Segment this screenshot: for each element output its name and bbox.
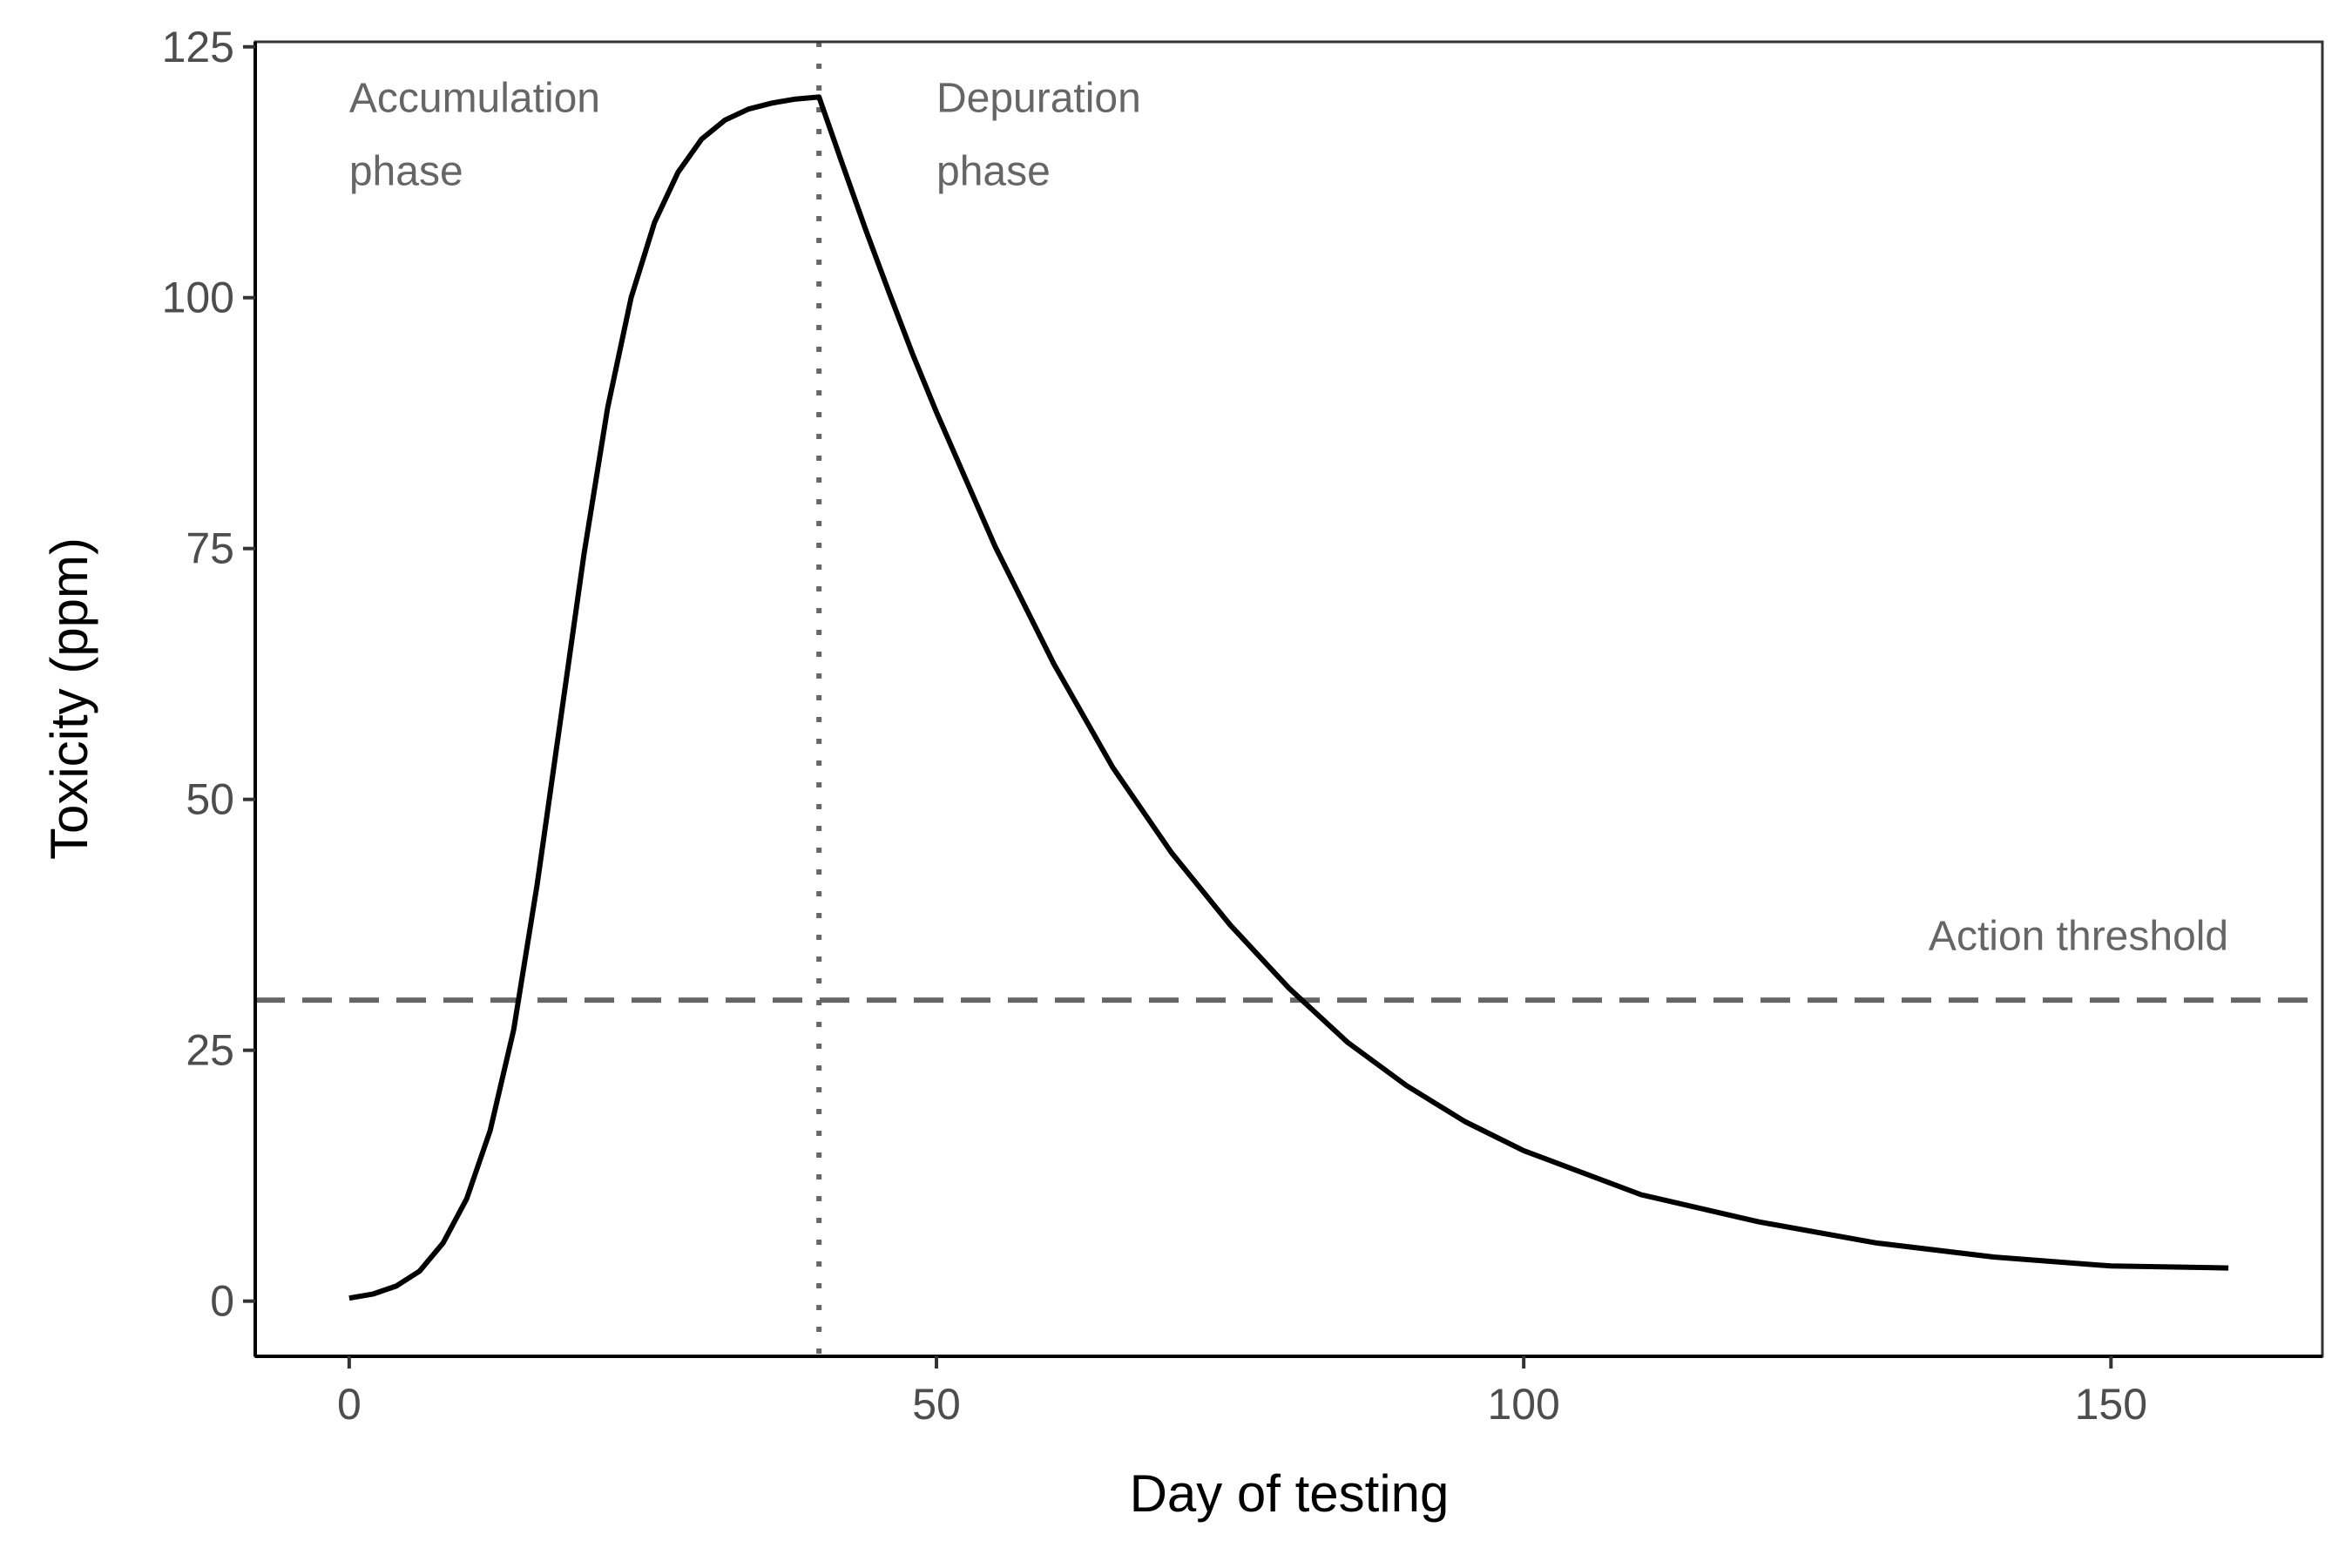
y-tick-label: 50	[186, 775, 234, 824]
y-tick-label: 125	[162, 23, 234, 71]
y-tick-label: 75	[186, 524, 234, 573]
x-tick-label: 100	[1487, 1380, 1559, 1429]
annotation-depuration: Depuration phase	[936, 76, 1141, 195]
chart-marks: Accumulation phase Depuration phase Action t…	[255, 42, 2322, 1356]
x-axis-ticks: 0 50 100 150	[337, 1356, 2147, 1429]
annotation-accumulation: Accumulation phase	[349, 76, 600, 195]
y-axis-ticks: 0 25 50 75 100 125	[162, 23, 255, 1326]
x-axis-title: Day of testing	[1130, 1464, 1450, 1523]
toxicity-series-line	[348, 94, 2229, 1301]
y-axis-title: Toxicity (ppm)	[40, 537, 98, 860]
y-tick-label: 25	[186, 1026, 234, 1075]
annotation-threshold: Action threshold	[1929, 913, 2228, 959]
x-tick-label: 0	[337, 1380, 362, 1429]
y-tick-label: 100	[162, 274, 234, 322]
x-tick-label: 150	[2075, 1380, 2147, 1429]
y-tick-label: 0	[210, 1277, 234, 1326]
x-tick-label: 50	[912, 1380, 961, 1429]
